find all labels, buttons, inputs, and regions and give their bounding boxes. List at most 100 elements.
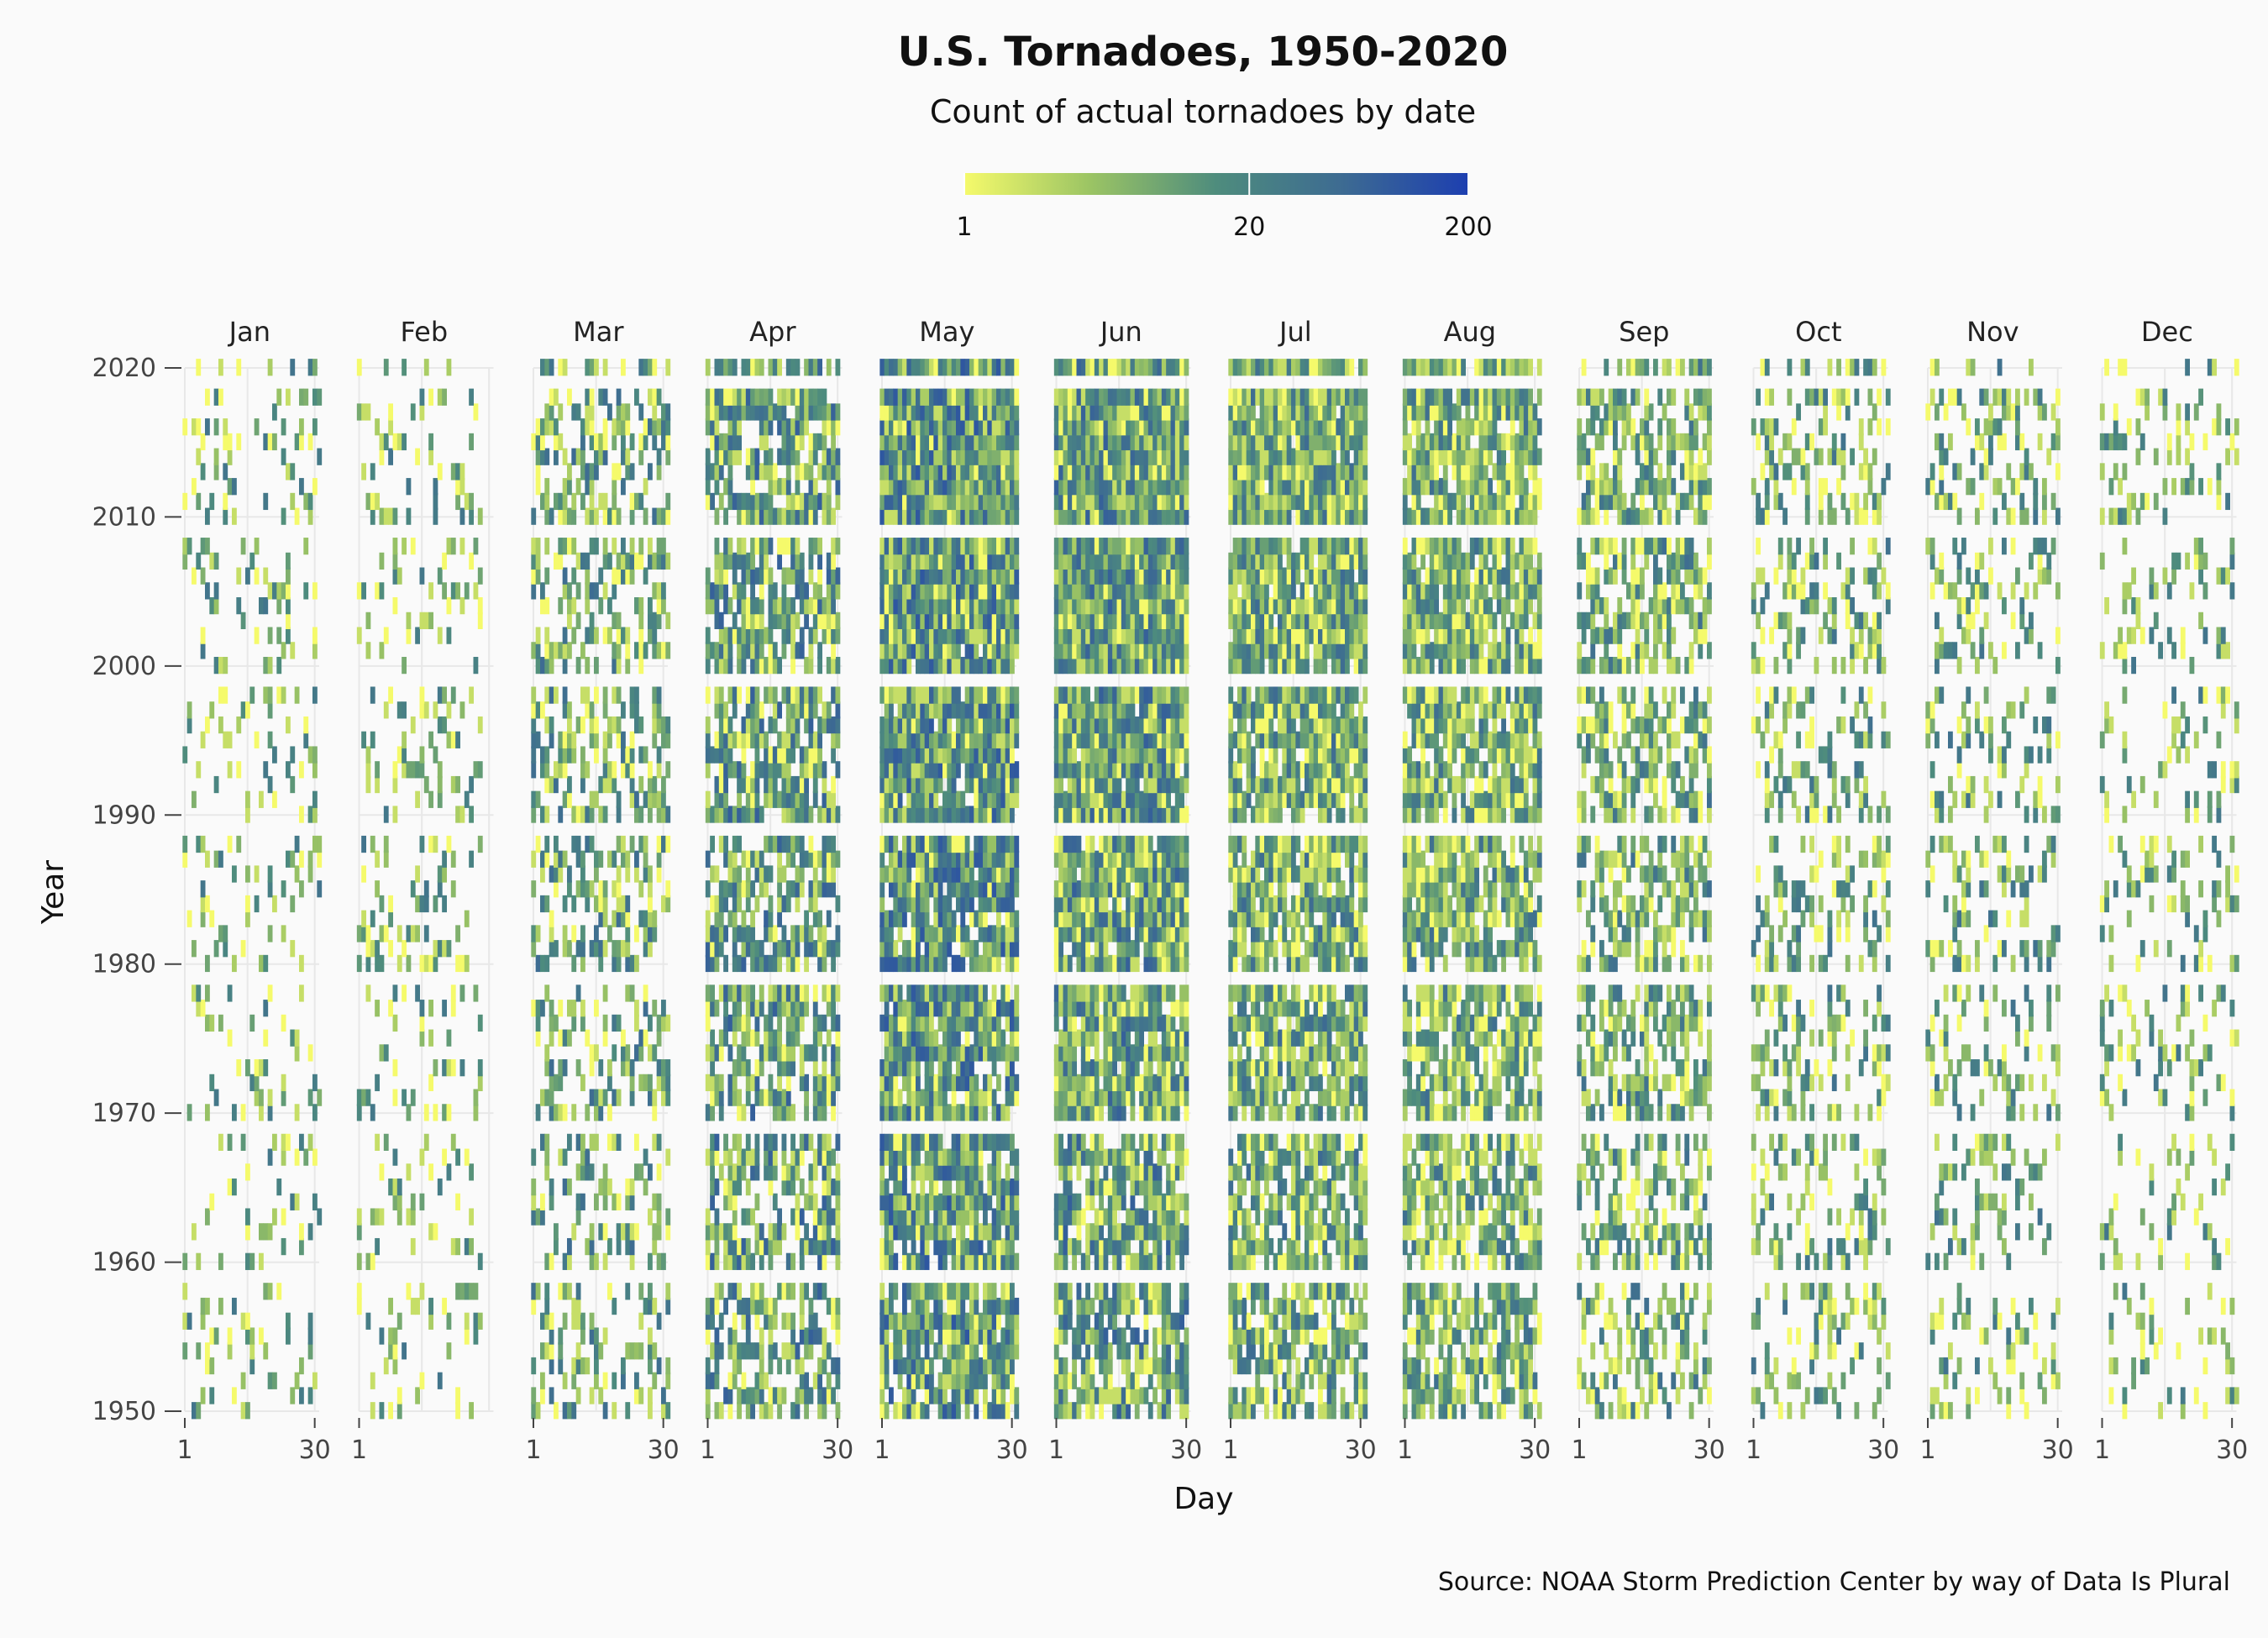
heatmap-cell bbox=[933, 418, 939, 436]
heatmap-cell bbox=[531, 1402, 537, 1420]
heatmap-cell bbox=[964, 538, 970, 555]
heatmap-cell bbox=[987, 880, 993, 898]
heatmap-cell bbox=[920, 1297, 926, 1315]
heatmap-cell bbox=[388, 418, 393, 436]
heatmap-cell bbox=[822, 433, 827, 451]
heatmap-cell bbox=[276, 597, 282, 615]
heatmap-cell bbox=[1010, 1074, 1015, 1092]
heatmap-cell bbox=[549, 1342, 554, 1360]
heatmap-cell bbox=[969, 433, 974, 451]
heatmap-cell bbox=[933, 1178, 939, 1196]
heatmap-cell bbox=[1010, 597, 1015, 615]
heatmap-cell bbox=[558, 507, 564, 525]
heatmap-cell bbox=[835, 940, 841, 958]
heatmap-cell bbox=[884, 746, 890, 764]
heatmap-cell bbox=[723, 1133, 728, 1151]
heatmap-cell bbox=[652, 790, 658, 808]
heatmap-cell bbox=[879, 940, 885, 958]
heatmap-cell bbox=[785, 850, 791, 868]
heatmap-cell bbox=[607, 552, 612, 570]
heatmap-cell bbox=[750, 1387, 755, 1404]
heatmap-cell bbox=[634, 1044, 639, 1062]
heatmap-cell bbox=[531, 731, 537, 748]
heatmap-cell bbox=[714, 597, 720, 615]
heatmap-cell bbox=[562, 1029, 568, 1047]
heatmap-cell bbox=[911, 954, 916, 973]
heatmap-cell bbox=[1184, 1402, 1189, 1420]
heatmap-cell bbox=[1152, 1387, 1158, 1404]
heatmap-cell bbox=[240, 1372, 246, 1389]
heatmap-cell bbox=[562, 507, 568, 525]
heatmap-cell bbox=[392, 1014, 398, 1032]
heatmap-cell bbox=[200, 433, 206, 451]
heatmap-cell bbox=[718, 895, 724, 913]
heatmap-cell bbox=[920, 1223, 926, 1241]
heatmap-cell bbox=[754, 1342, 760, 1360]
heatmap-cell bbox=[924, 656, 930, 675]
heatmap-cell bbox=[1000, 1133, 1006, 1151]
heatmap-cell bbox=[464, 492, 470, 511]
heatmap-cell bbox=[960, 433, 966, 451]
heatmap-cell bbox=[879, 865, 885, 883]
heatmap-cell bbox=[754, 656, 760, 675]
heatmap-cell bbox=[956, 1133, 961, 1151]
heatmap-cell bbox=[575, 1133, 581, 1151]
heatmap-cell bbox=[933, 910, 939, 927]
heatmap-cell bbox=[960, 954, 966, 973]
heatmap-cell bbox=[785, 761, 791, 779]
heatmap-cell bbox=[884, 627, 890, 644]
heatmap-cell bbox=[759, 984, 764, 1002]
heatmap-cell bbox=[232, 865, 237, 883]
heatmap-cell bbox=[365, 761, 371, 779]
heatmap-cell bbox=[795, 1387, 801, 1404]
heatmap-cell bbox=[433, 895, 438, 913]
heatmap-cell bbox=[790, 597, 795, 615]
heatmap-cell bbox=[947, 552, 953, 570]
heatmap-cell bbox=[602, 492, 608, 511]
heatmap-cell bbox=[379, 895, 385, 913]
heatmap-cell bbox=[929, 1000, 934, 1017]
heatmap-cell bbox=[594, 359, 599, 376]
heatmap-cell bbox=[937, 1208, 943, 1226]
heatmap-cell bbox=[920, 582, 926, 600]
heatmap-cell bbox=[974, 1000, 979, 1017]
heatmap-cell bbox=[768, 567, 774, 585]
heatmap-cell bbox=[808, 388, 814, 406]
heatmap-cell bbox=[996, 567, 1001, 585]
heatmap-cell bbox=[648, 775, 653, 794]
heatmap-cell bbox=[902, 582, 907, 600]
heatmap-cell bbox=[835, 984, 841, 1002]
heatmap-cell bbox=[205, 507, 210, 525]
heatmap-cell bbox=[947, 1193, 953, 1210]
heatmap-cell bbox=[396, 1402, 402, 1420]
heatmap-cell bbox=[906, 1104, 912, 1121]
heatmap-cell bbox=[777, 865, 782, 883]
heatmap-cell bbox=[897, 359, 903, 376]
heatmap-cell bbox=[889, 1237, 894, 1256]
heatmap-cell bbox=[732, 984, 738, 1002]
heatmap-cell bbox=[1058, 1297, 1063, 1315]
heatmap-cell bbox=[540, 492, 545, 511]
heatmap-cell bbox=[831, 865, 836, 883]
heatmap-cell bbox=[812, 403, 818, 421]
heatmap-cell bbox=[902, 1208, 907, 1226]
heatmap-cell bbox=[1085, 1327, 1090, 1345]
heatmap-cell bbox=[567, 642, 572, 659]
heatmap-cell bbox=[741, 716, 747, 734]
heatmap-cell bbox=[723, 1223, 728, 1241]
heatmap-cell bbox=[562, 492, 568, 511]
heatmap-cell bbox=[831, 612, 836, 629]
heatmap-cell bbox=[964, 701, 970, 719]
heatmap-cell bbox=[951, 403, 957, 421]
heatmap-cell bbox=[406, 1104, 412, 1121]
heatmap-cell bbox=[585, 582, 591, 600]
heatmap-cell bbox=[831, 1089, 836, 1106]
heatmap-cell bbox=[817, 1283, 822, 1300]
heatmap-cell bbox=[804, 359, 809, 376]
heatmap-cell bbox=[754, 1283, 760, 1300]
heatmap-cell bbox=[764, 686, 769, 704]
heatmap-cell bbox=[947, 1000, 953, 1017]
x-tick-label: 30 bbox=[648, 1436, 680, 1465]
heatmap-cell bbox=[920, 359, 926, 376]
heatmap-cell bbox=[790, 538, 795, 555]
